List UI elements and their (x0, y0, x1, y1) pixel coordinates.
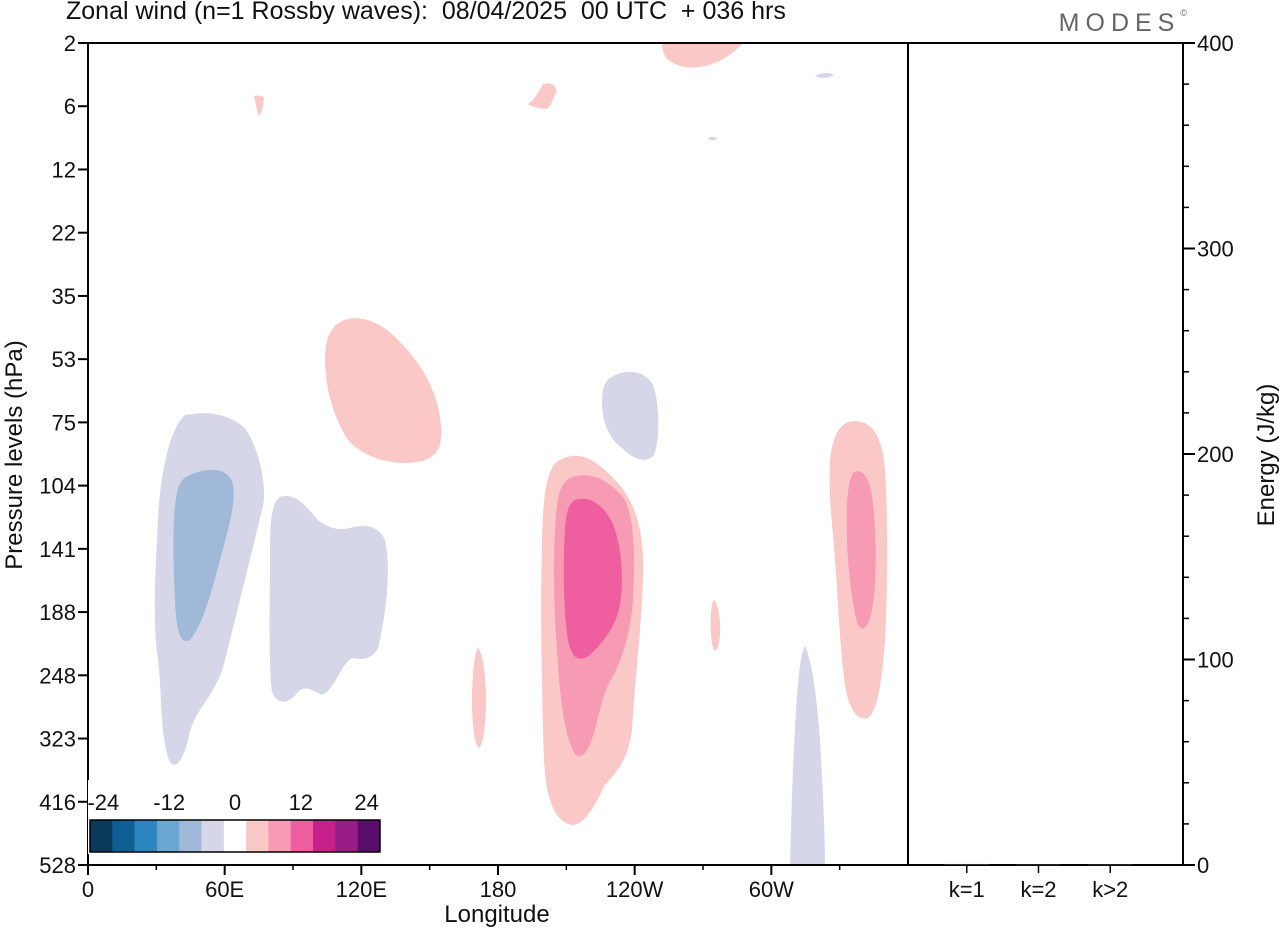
contour-neg-small-2 (708, 136, 717, 141)
y-tick-label: 75 (52, 410, 76, 435)
energy-bar (944, 863, 989, 865)
colorbar-swatch (156, 820, 180, 852)
y-axis-label: Pressure levels (hPa) (1, 340, 28, 569)
colorbar-label: 24 (354, 790, 378, 815)
energy-tick-label: 200 (1197, 442, 1234, 467)
colorbar-swatch (290, 820, 314, 852)
colorbar-labels: -24 -12 0 12 24 (87, 790, 378, 815)
x-tick-label: 120W (606, 877, 664, 902)
contour-pos-outer-c (325, 318, 442, 463)
colorbar-frame (89, 819, 381, 853)
energy-bars (944, 863, 1133, 866)
colorbar-swatch (268, 820, 292, 852)
pressure-axis: 2 6 12 22 35 53 75 104 141 188 248 323 416 528 (39, 31, 88, 878)
x-tick-label: 120E (336, 877, 387, 902)
contour-pos-small-4 (254, 95, 264, 116)
y-tick-label: 416 (39, 790, 76, 815)
longitude-axis: 0 60E 120E 180 120W 60W (82, 865, 841, 902)
y-tick-label: 323 (39, 727, 76, 752)
y-tick-label: 248 (39, 663, 76, 688)
y-tick-label: 528 (39, 853, 76, 878)
brand-mark: © (1180, 7, 1187, 18)
contour-pos-small-3 (528, 83, 557, 109)
energy-bar (1016, 864, 1061, 866)
colorbar-label: -12 (153, 790, 185, 815)
y-tick-label: 188 (39, 600, 76, 625)
energy-axis: 0 100 200 300 400 (1183, 31, 1234, 878)
y-tick-label: 6 (64, 94, 76, 119)
x-axis-label: Longitude (444, 901, 549, 928)
energy-categories: k=1 k=2 k>2 (949, 865, 1128, 902)
energy-tick-label: 400 (1197, 31, 1234, 56)
colorbar (88, 780, 382, 854)
y-tick-label: 12 (52, 157, 76, 182)
contour-pos-top (662, 44, 742, 68)
contour-pos-small-2 (710, 600, 721, 651)
colorbar-label: 0 (229, 790, 241, 815)
energy-tick-label: 0 (1197, 853, 1209, 878)
colorbar-swatch (357, 820, 381, 852)
contour-neg-inner-a (173, 469, 234, 641)
energy-tick-label: 100 (1197, 648, 1234, 673)
y-tick-label: 2 (64, 31, 76, 56)
contour-neg-outer-g (790, 646, 825, 866)
energy-axis-label: Energy (J/kg) (1253, 384, 1280, 527)
y-tick-label: 53 (52, 347, 76, 372)
energy-category-label: k=1 (949, 877, 985, 902)
y-tick-label: 141 (39, 537, 76, 562)
x-tick-label: 60E (205, 877, 244, 902)
chart-title: Zonal wind (n=1 Rossby waves): 08/04/202… (66, 0, 786, 25)
colorbar-swatch (134, 820, 158, 852)
y-tick-label: 35 (52, 284, 76, 309)
y-tick-label: 22 (52, 221, 76, 246)
y-tick-label: 104 (39, 474, 76, 499)
colorbar-swatch (313, 820, 336, 852)
energy-category-label: k>2 (1092, 877, 1128, 902)
contour-pos-small-1 (472, 648, 486, 748)
colorbar-label: -24 (87, 790, 119, 815)
colorbar-swatch (335, 820, 359, 852)
colorbar-swatch (179, 820, 203, 852)
contour-field (154, 44, 888, 866)
contour-neg-small-1 (815, 72, 834, 78)
colorbar-swatch (246, 820, 269, 852)
colorbar-swatch (90, 820, 113, 852)
colorbar-swatch (201, 820, 225, 852)
x-tick-label: 180 (480, 877, 517, 902)
contour-neg-outer-d (602, 371, 659, 460)
contour-neg-outer-b (269, 495, 388, 702)
colorbar-swatch (223, 820, 247, 852)
energy-tick-label: 300 (1197, 237, 1234, 262)
colorbar-swatch (112, 820, 136, 852)
contour-pos-mid-f (846, 471, 876, 629)
energy-bar (1088, 864, 1133, 866)
modes-logo: MODES© (1058, 7, 1187, 38)
x-tick-label: 60W (749, 877, 794, 902)
colorbar-label: 12 (289, 790, 313, 815)
x-tick-label: 0 (82, 877, 94, 902)
brand-text: MODES (1058, 9, 1181, 37)
contour-pos-inner-e (563, 498, 622, 659)
energy-category-label: k=2 (1020, 877, 1056, 902)
